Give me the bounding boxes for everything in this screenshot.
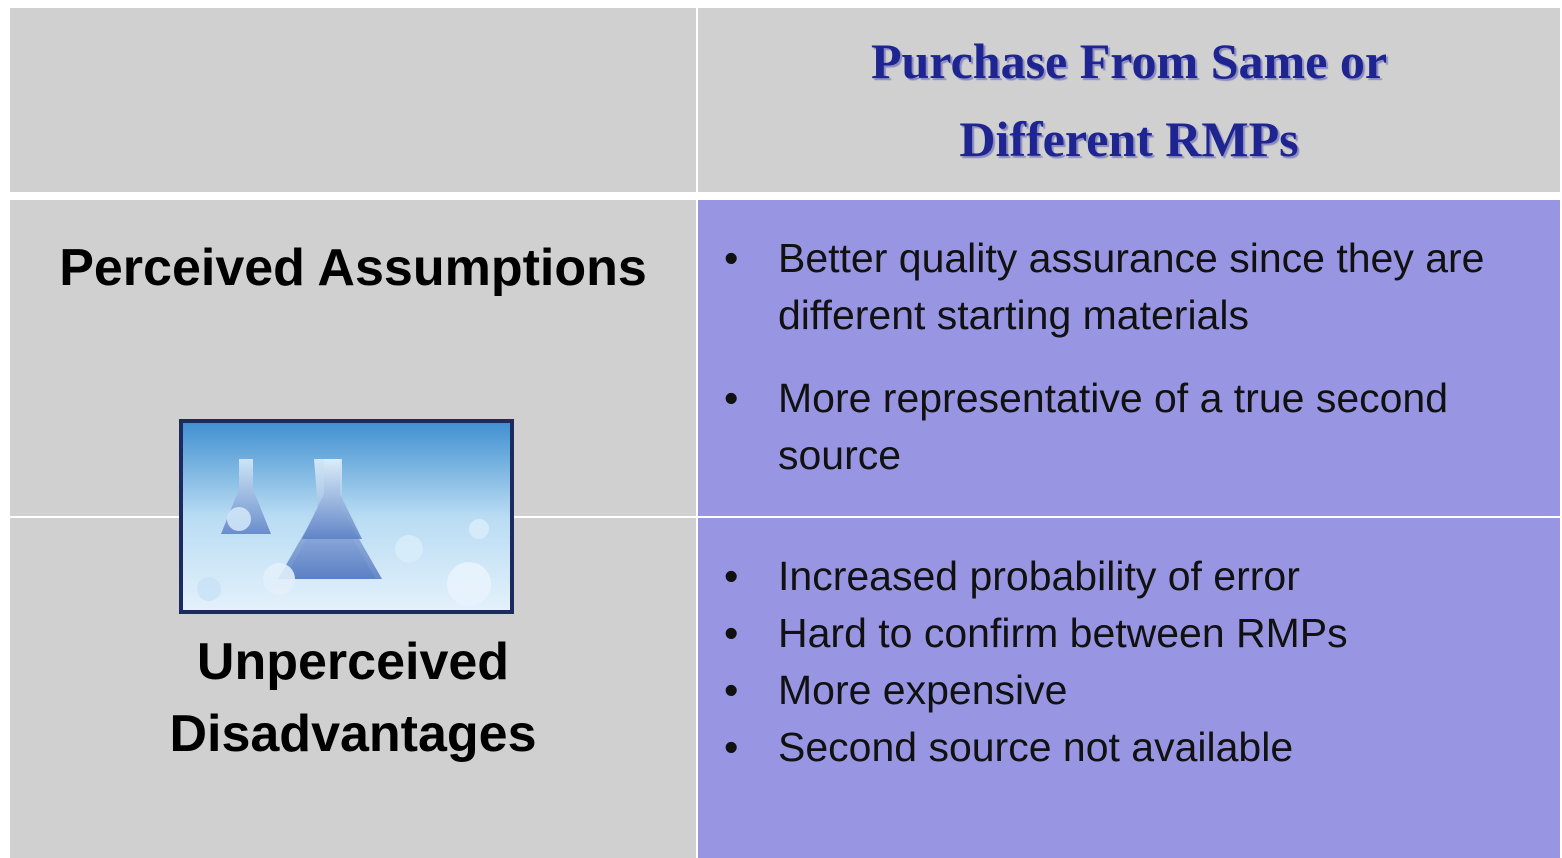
row-label: Unperceived Disadvantages [169, 633, 537, 763]
header-title: Purchase From Same or Different RMPs [870, 33, 1388, 167]
bullet-list: Increased probability of errorHard to co… [720, 548, 1540, 776]
bullet-list: Better quality assurance since they are … [720, 230, 1540, 510]
bullet-item: Increased probability of error [720, 548, 1540, 605]
header-cell: Purchase From Same or Different RMPs [698, 8, 1560, 192]
bullet-item: More expensive [720, 662, 1540, 719]
bullet-item: Second source not available [720, 719, 1540, 776]
bullet-item: More representative of a true second sou… [720, 370, 1540, 484]
bullet-item: Better quality assurance since they are … [720, 230, 1540, 344]
flask-image [179, 419, 514, 614]
bullet-item: Hard to confirm between RMPs [720, 605, 1540, 662]
header-empty-cell [10, 8, 696, 192]
row-label: Perceived Assumptions [59, 239, 647, 297]
